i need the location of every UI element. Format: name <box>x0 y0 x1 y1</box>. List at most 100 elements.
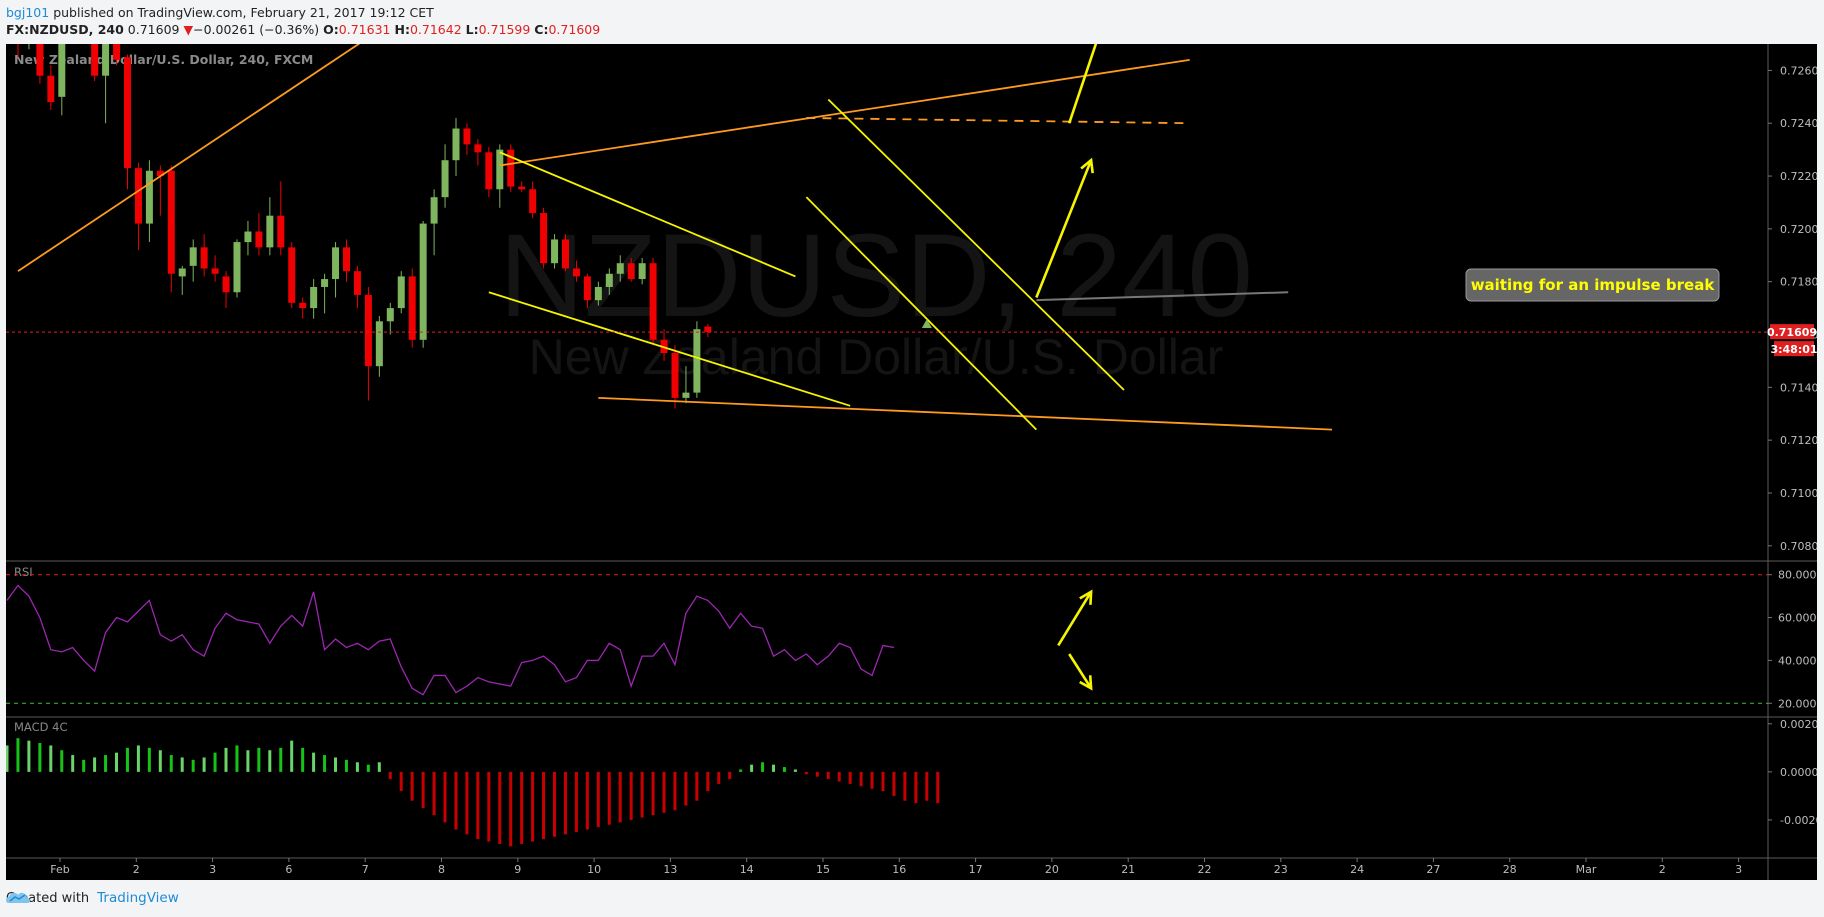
resistance-line-dashed <box>806 117 1190 125</box>
time-tick-label: 23 <box>1274 863 1288 876</box>
macd-bar <box>859 771 863 787</box>
close-label: C: <box>534 22 549 37</box>
candle-up <box>693 329 701 393</box>
macd-bar <box>531 771 535 842</box>
macd-bar <box>104 755 108 772</box>
open-label: O: <box>323 22 339 37</box>
macd-bar <box>542 771 546 840</box>
last-price: 0.71609 <box>127 22 180 37</box>
macd-bar <box>498 771 502 844</box>
time-tick-label: 20 <box>1045 863 1059 876</box>
candle-down <box>134 168 142 224</box>
candle-up <box>419 223 427 340</box>
macd-bar <box>870 771 874 789</box>
macd-bar <box>837 771 841 782</box>
symbol-label: FX:NZDUSD, 240 <box>6 22 124 37</box>
macd-bar <box>815 771 819 777</box>
time-tick-label: Feb <box>50 863 69 876</box>
time-tick-label: 10 <box>587 863 601 876</box>
channel-line-yellow <box>499 151 796 278</box>
candle-up <box>189 247 197 266</box>
candle-down <box>200 247 208 269</box>
macd-bar <box>147 747 151 772</box>
candle-down <box>211 268 219 274</box>
tradingview-brand-link[interactable]: TradingView <box>97 890 179 906</box>
time-tick-label: 3 <box>1735 863 1742 876</box>
macd-bar <box>728 771 732 780</box>
candle-down <box>124 57 131 169</box>
candle-up <box>594 286 602 301</box>
arrow-head <box>1080 157 1094 174</box>
macd-bar <box>848 771 852 784</box>
macd-bar <box>279 747 283 772</box>
candle-up <box>266 215 274 248</box>
macd-bar <box>684 771 688 806</box>
candle-down <box>167 170 175 274</box>
macd-bar <box>268 750 272 772</box>
time-tick-label: 21 <box>1121 863 1135 876</box>
macd-bar <box>191 759 195 772</box>
candle-down <box>222 276 230 293</box>
macd-bar <box>235 745 239 772</box>
macd-bar <box>881 771 885 792</box>
arrow-shaft <box>1067 44 1098 124</box>
candle-up <box>496 149 504 190</box>
macd-bar <box>125 747 129 772</box>
rsi-tick-label: 60.0000 <box>1778 612 1817 625</box>
channel-line-yellow <box>805 196 1037 431</box>
candle-up <box>332 247 340 280</box>
trend-line-orange <box>598 396 1333 431</box>
author-link[interactable]: bgj101 <box>6 5 50 20</box>
candle-down <box>529 189 537 214</box>
watermark-name: New Zealand Dollar/U.S. Dollar <box>529 329 1224 385</box>
time-tick-label: 8 <box>438 863 445 876</box>
price-arrow <box>1035 157 1094 299</box>
macd-bar <box>82 759 86 772</box>
macd-bar <box>421 771 425 808</box>
macd-bar <box>16 738 20 772</box>
time-tick-label: 24 <box>1350 863 1364 876</box>
macd-bar <box>454 771 458 830</box>
low-value: 0.71599 <box>478 22 531 37</box>
macd-bar <box>49 745 53 772</box>
candle-down <box>474 144 482 153</box>
candle-down <box>704 326 712 332</box>
rsi-tick-label: 40.0000 <box>1778 654 1817 667</box>
macd-bar <box>224 747 228 772</box>
macd-bar <box>761 762 765 772</box>
macd-bar <box>38 743 42 772</box>
macd-bar <box>750 764 754 772</box>
candle-up <box>441 160 449 198</box>
macd-bar <box>520 771 524 844</box>
macd-bar <box>60 750 64 772</box>
macd-bar <box>925 771 929 801</box>
candle-down <box>255 231 263 248</box>
macd-bar <box>388 771 392 780</box>
chart-title: New Zealand Dollar/U.S. Dollar, 240, FXC… <box>14 52 313 67</box>
candle-down <box>364 294 372 367</box>
annotation-text: waiting for an impulse break <box>1471 276 1716 294</box>
rsi-tick-label: 20.0000 <box>1778 697 1817 710</box>
macd-bar <box>509 771 513 847</box>
channel-line-yellow <box>488 291 851 407</box>
macd-bar <box>563 771 567 835</box>
macd-bar <box>640 771 644 818</box>
macd-bar <box>443 771 447 823</box>
macd-bar <box>706 771 710 792</box>
time-tick-label: 17 <box>969 863 983 876</box>
countdown-badge-label: 3:48:01 <box>1770 343 1817 356</box>
macd-tick-label: 0.0000 <box>1780 766 1817 779</box>
macd-bar <box>574 771 578 832</box>
macd-bar <box>6 745 9 772</box>
chart-area[interactable]: NZDUSD, 240 New Zealand Dollar/U.S. Dolla… <box>6 44 1817 880</box>
macd-bar <box>673 771 677 811</box>
publish-line: bgj101 published on TradingView.com, Feb… <box>6 4 1816 21</box>
candle-down <box>627 263 635 280</box>
candle-down <box>507 149 515 187</box>
candle-up <box>310 286 318 309</box>
time-tick-label: Mar <box>1576 863 1597 876</box>
